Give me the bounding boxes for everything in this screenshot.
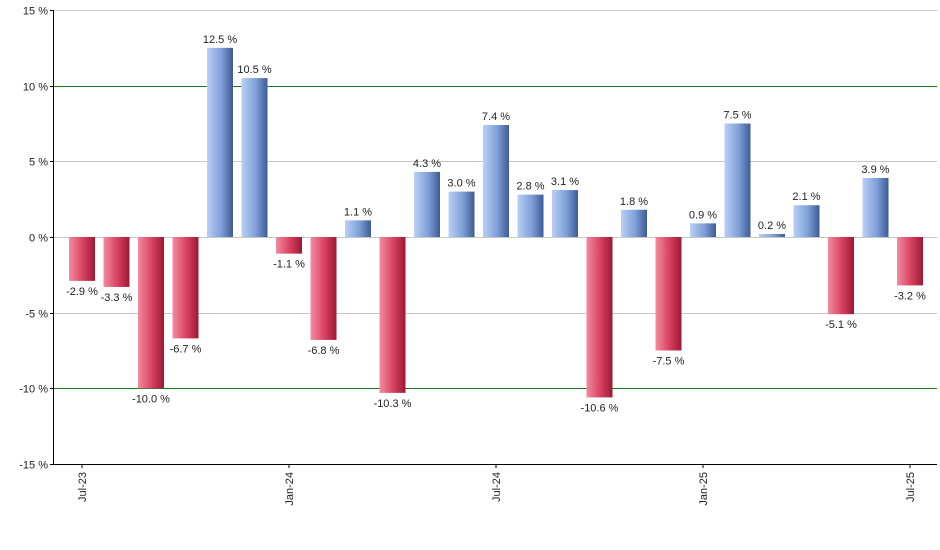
x-tick-label: Jul-24	[491, 472, 503, 502]
data-label-0: -2.9 %	[66, 286, 98, 298]
bar-5	[241, 78, 268, 237]
bar-23	[862, 177, 889, 237]
bar-19	[724, 123, 751, 237]
bar-10	[414, 171, 440, 237]
data-label-23: 3.9 %	[861, 164, 889, 176]
data-label-22: -5.1 %	[825, 319, 857, 331]
x-tick-label: Jan-24	[284, 472, 296, 506]
data-label-13: 2.8 %	[516, 181, 544, 193]
y-tick-label: 0 %	[29, 233, 48, 245]
data-label-2: -10.0 %	[132, 393, 170, 405]
data-label-21: 2.1 %	[792, 191, 820, 203]
y-tick-label: -5 %	[25, 309, 48, 321]
bar-6	[276, 237, 302, 254]
data-label-5: 10.5 %	[237, 64, 271, 76]
axes: 15 % 10 % 5 % 0 % -5 % -10 % -15 % Jul-23 Jan-24…	[19, 6, 937, 506]
bar-21	[793, 205, 820, 237]
data-label-15: -10.6 %	[581, 402, 619, 414]
bar-8	[345, 220, 371, 237]
x-tick-label: Jul-25	[905, 472, 917, 502]
bar-3	[172, 237, 199, 339]
bar-20	[759, 233, 785, 237]
x-tick-label: Jan-25	[698, 472, 710, 506]
data-label-11: 3.0 %	[447, 178, 475, 190]
data-label-19: 7.5 %	[723, 110, 751, 122]
data-label-1: -3.3 %	[101, 292, 133, 304]
data-labels: -2.9 %-3.3 % -10.0 % -6.7 % 12.5 % 10.5 % -1.…	[66, 34, 926, 415]
bar-17	[655, 237, 682, 351]
bar-18	[690, 223, 716, 237]
bar-9	[379, 237, 406, 393]
bar-15	[586, 237, 613, 398]
y-tick-label: -15 %	[19, 460, 48, 472]
data-label-6: -1.1 %	[273, 259, 305, 271]
data-label-20: 0.2 %	[758, 220, 786, 232]
bar-7	[310, 237, 337, 340]
data-label-7: -6.8 %	[308, 345, 340, 357]
bar-1	[103, 237, 130, 287]
data-label-17: -7.5 %	[653, 356, 685, 368]
bar-2	[138, 237, 164, 389]
bar-0	[69, 237, 95, 281]
bar-12	[483, 125, 509, 237]
data-label-4: 12.5 %	[203, 34, 237, 46]
data-label-8: 1.1 %	[344, 206, 372, 218]
y-tick-label: 15 %	[23, 6, 48, 18]
data-label-16: 1.8 %	[620, 196, 648, 208]
data-label-24: -3.2 %	[894, 290, 926, 302]
bars-group	[69, 47, 923, 398]
data-label-3: -6.7 %	[170, 343, 202, 355]
bar-24	[897, 237, 923, 286]
bar-16	[621, 209, 647, 237]
data-label-18: 0.9 %	[689, 209, 717, 221]
bar-13	[517, 194, 544, 237]
bar-14	[552, 190, 578, 237]
y-tick-label: -10 %	[19, 384, 48, 396]
data-label-9: -10.3 %	[374, 398, 412, 410]
bar-11	[448, 191, 475, 237]
y-tick-label: 5 %	[29, 157, 48, 169]
bar-4	[207, 47, 233, 238]
x-tick-label: Jul-23	[77, 472, 89, 502]
data-label-14: 3.1 %	[551, 176, 579, 188]
data-label-12: 7.4 %	[482, 111, 510, 123]
y-tick-label: 10 %	[23, 82, 48, 94]
data-label-10: 4.3 %	[413, 158, 441, 170]
bar-22	[828, 237, 854, 315]
